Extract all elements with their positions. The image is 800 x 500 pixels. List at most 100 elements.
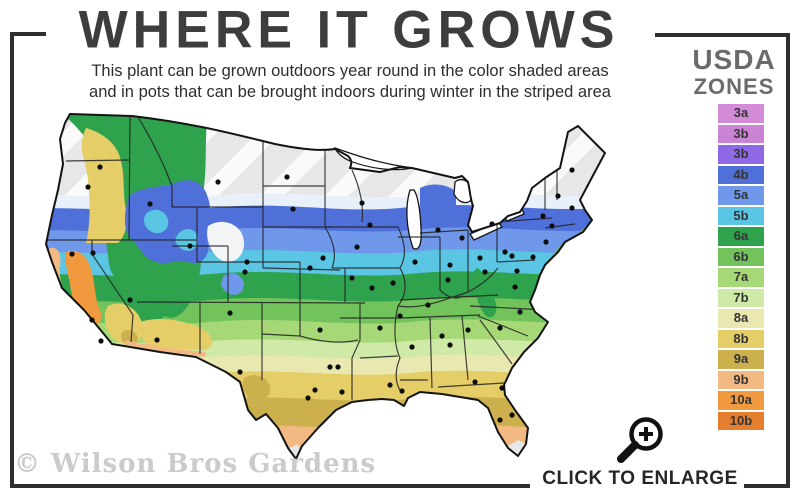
legend-item-5a: 5a (718, 186, 764, 205)
city-dot (472, 379, 478, 385)
frame-left (10, 32, 14, 488)
legend-item-7b: 7b (718, 288, 764, 307)
city-dot (387, 382, 393, 388)
city-dot (290, 206, 296, 212)
legend-item-6b: 6b (718, 247, 764, 266)
legend-item-8b: 8b (718, 329, 764, 348)
magnifying-glass-plus-icon[interactable] (608, 414, 672, 466)
city-dot (320, 255, 326, 261)
city-dot (399, 388, 405, 394)
city-dot (317, 327, 323, 333)
city-dot (187, 243, 193, 249)
legend-item-7a: 7a (718, 268, 764, 287)
enlarge-cta[interactable]: CLICK TO ENLARGE (540, 414, 740, 490)
city-dots (69, 164, 575, 423)
city-dot (97, 164, 103, 170)
city-dot (512, 284, 518, 290)
legend-item-9a: 9a (718, 350, 764, 369)
legend-heading-zones: ZONES (693, 74, 775, 99)
city-dot (244, 259, 250, 265)
city-dot (447, 342, 453, 348)
city-dot (447, 262, 453, 268)
city-dot (459, 235, 465, 241)
frame-top-left (10, 32, 46, 36)
legend-item-4b: 4b (718, 165, 764, 184)
city-dot (390, 280, 396, 286)
city-dot (482, 269, 488, 275)
city-dot (445, 277, 451, 283)
city-dot (349, 275, 355, 281)
city-dot (409, 344, 415, 350)
legend-item-10b: 10b (718, 411, 764, 430)
enlarge-label[interactable]: CLICK TO ENLARGE (542, 468, 738, 489)
subtitle-line-1: This plant can be grown outdoors year ro… (91, 62, 609, 80)
legend-item-3b: 3b (718, 145, 764, 164)
city-dot (215, 179, 221, 185)
city-dot (497, 325, 503, 331)
city-dot (412, 259, 418, 265)
city-dot (284, 174, 290, 180)
city-dot (555, 193, 561, 199)
frame-bottom-left (10, 484, 530, 488)
legend-heading-usda: USDA (692, 44, 776, 75)
city-dot (514, 268, 520, 274)
city-dot (509, 253, 515, 259)
frame-right (786, 33, 790, 488)
zone-legend: 3a 3b 3b 4b 5a 5b 6a 6b 7a 7b 8a 8b 9a 9b 10a 10b (718, 104, 764, 430)
city-dot (89, 317, 95, 323)
page-title: WHERE IT GROWS (78, 0, 620, 60)
subtitle: This plant can be grown outdoors year ro… (40, 61, 660, 103)
us-outline (45, 113, 606, 460)
city-dot (439, 333, 445, 339)
city-dot (377, 325, 383, 331)
city-dot (85, 184, 91, 190)
city-dot (465, 327, 471, 333)
city-dot (489, 221, 495, 227)
city-dot (327, 364, 333, 370)
legend-item-3b: 3b (718, 124, 764, 143)
frame-bottom-right (744, 484, 790, 488)
state-borders (46, 115, 576, 400)
city-dot (359, 200, 365, 206)
city-dot (127, 297, 133, 303)
city-dot (569, 205, 575, 211)
city-dot (569, 167, 575, 173)
city-dot (98, 338, 104, 344)
city-dot (154, 337, 160, 343)
city-dot (497, 417, 503, 423)
city-dot (540, 213, 546, 219)
city-dot (499, 385, 505, 391)
city-dot (502, 249, 508, 255)
legend-item-8a: 8a (718, 309, 764, 328)
subtitle-line-2: and in pots that can be brought indoors … (89, 83, 611, 102)
city-dot (477, 255, 483, 261)
city-dot (517, 309, 523, 315)
city-dot (335, 364, 341, 370)
city-dot (397, 313, 403, 319)
legend-item-3a: 3a (718, 104, 764, 123)
city-dot (242, 269, 248, 275)
legend-item-9b: 9b (718, 370, 764, 389)
legend-item-10a: 10a (718, 391, 764, 410)
city-dot (237, 369, 243, 375)
city-dot (369, 285, 375, 291)
city-dot (90, 250, 96, 256)
city-dot (435, 227, 441, 233)
city-dot (367, 222, 373, 228)
city-dot (543, 239, 549, 245)
city-dot (530, 254, 536, 260)
city-dot (339, 389, 345, 395)
legend-item-5b: 5b (718, 206, 764, 225)
city-dot (307, 265, 313, 271)
city-dot (549, 223, 555, 229)
city-dot (425, 302, 431, 308)
legend-item-6a: 6a (718, 227, 764, 246)
city-dot (509, 412, 515, 418)
city-dot (227, 310, 233, 316)
city-dot (305, 395, 311, 401)
watermark: © Wilson Bros Gardens (14, 449, 377, 479)
city-dot (69, 251, 75, 257)
frame-top-right (655, 33, 790, 37)
city-dot (147, 201, 153, 207)
